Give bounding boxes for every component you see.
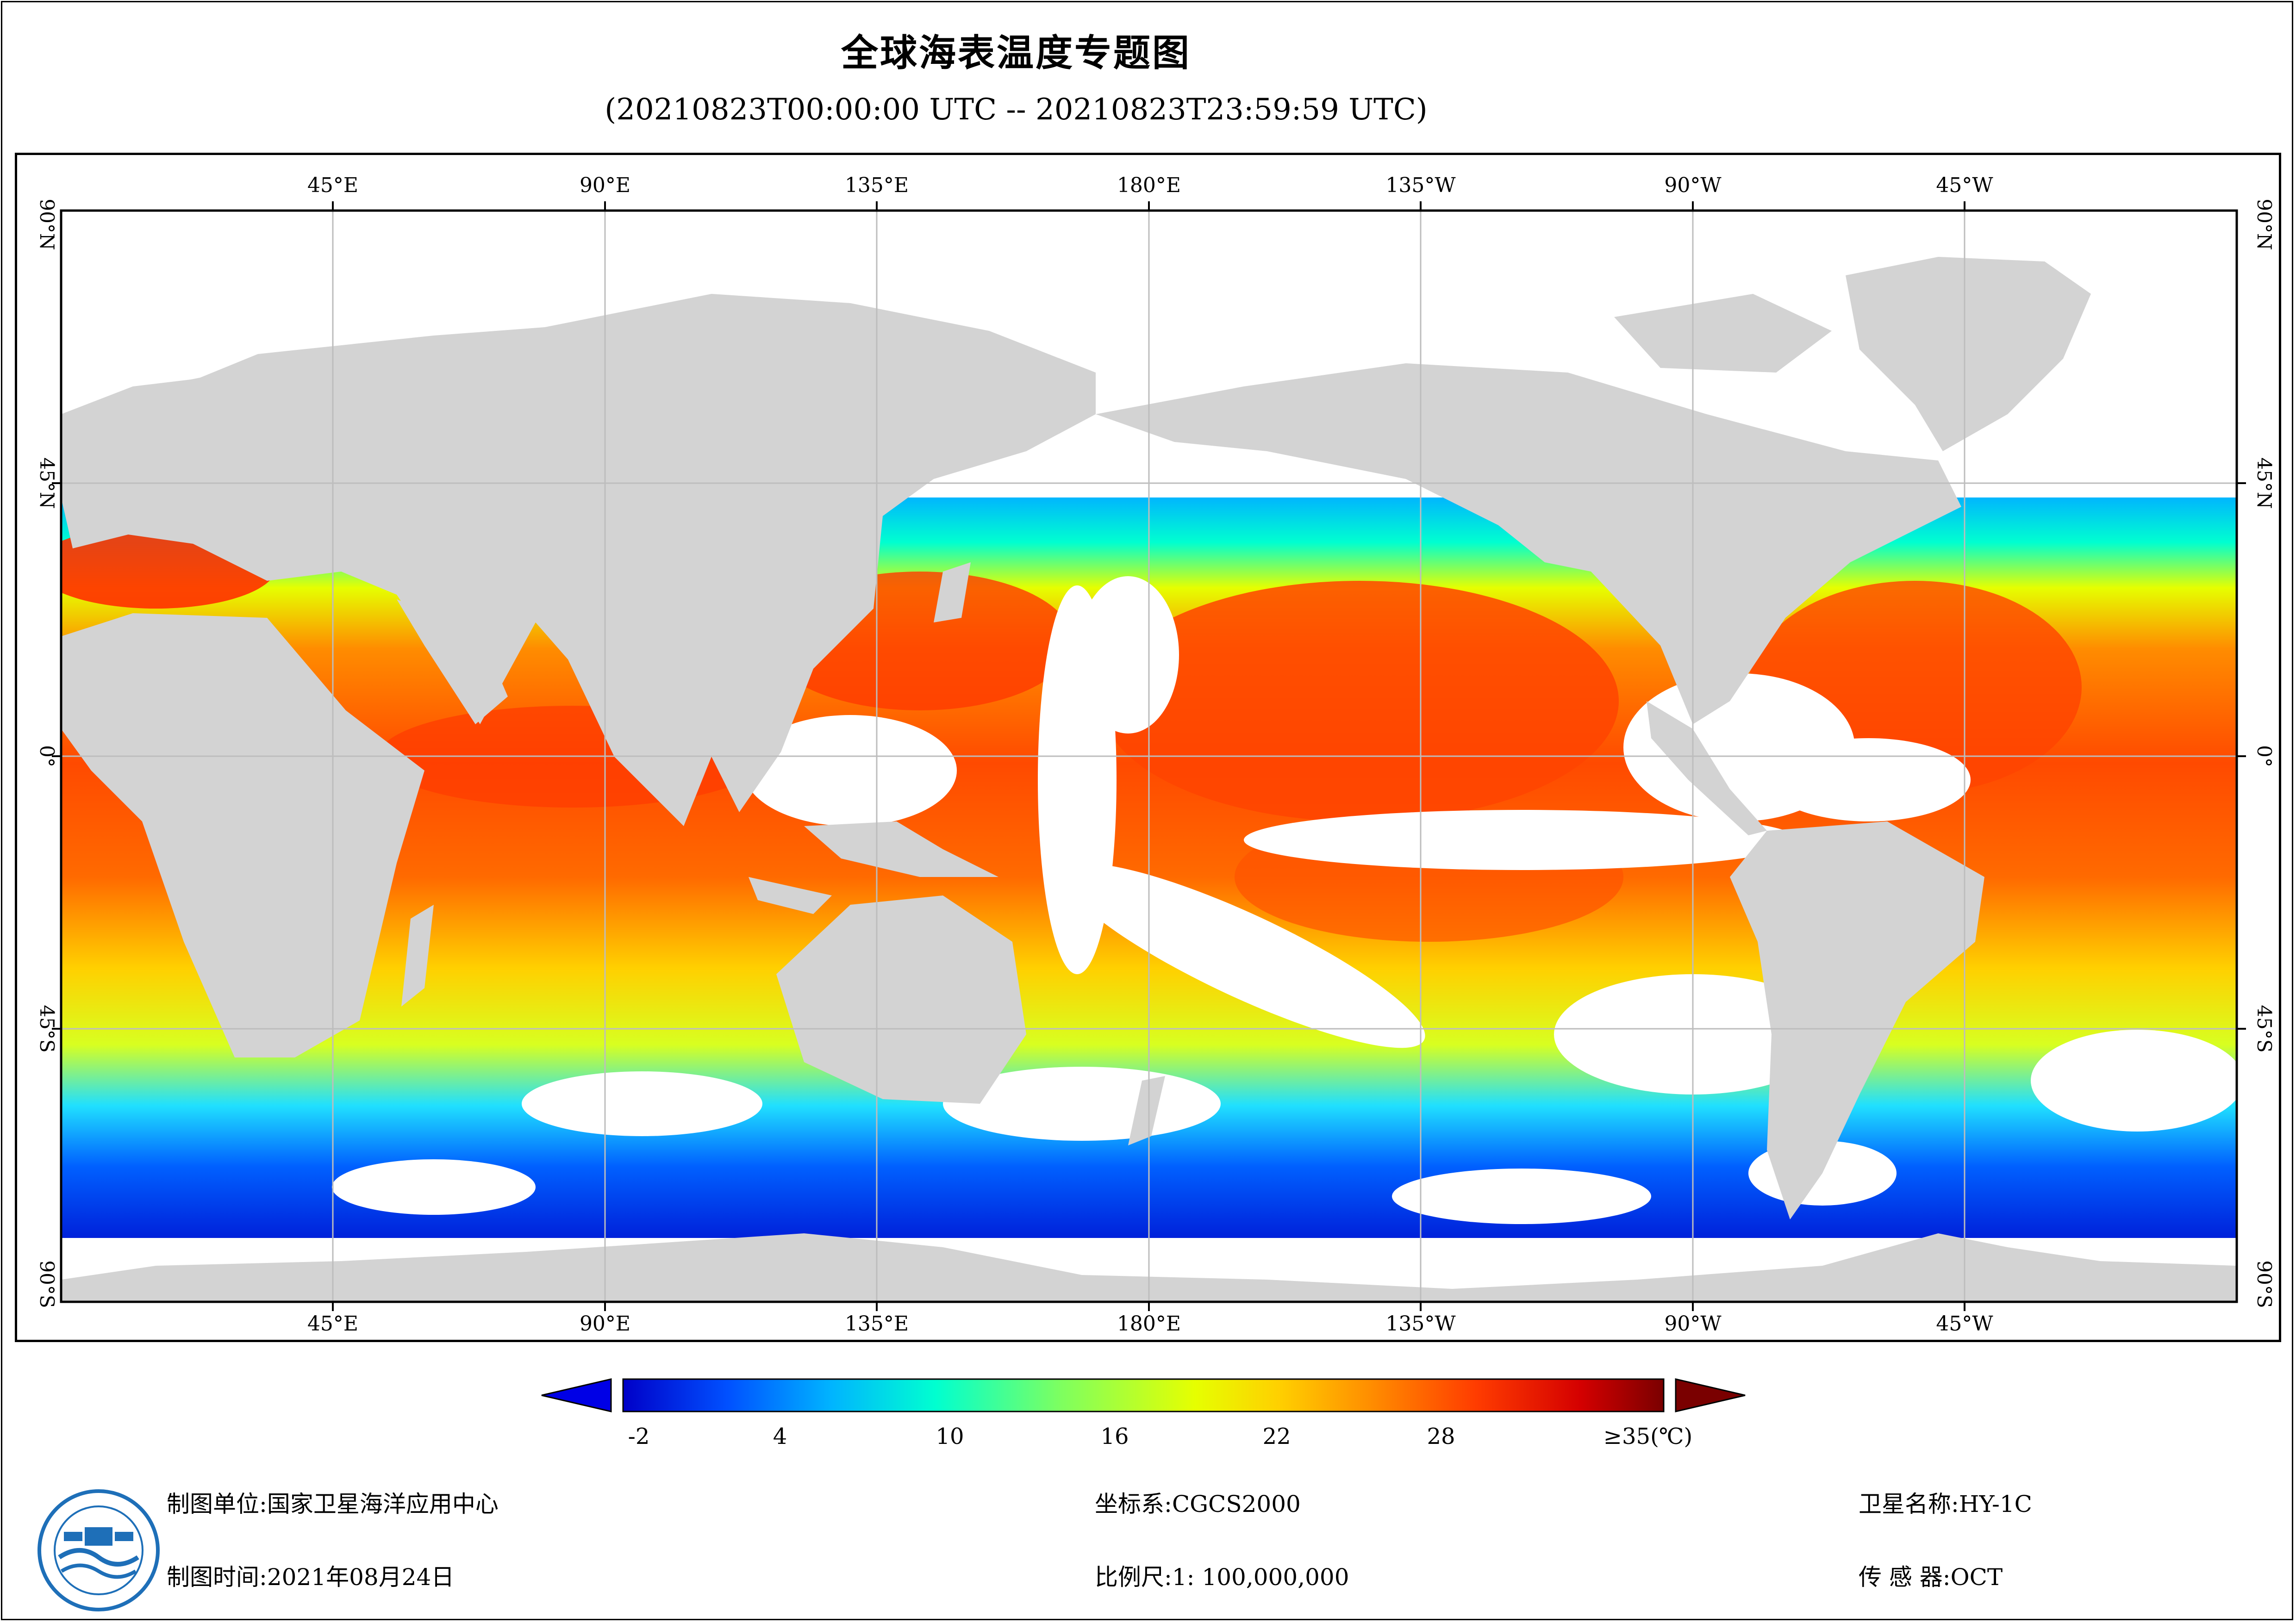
colorbar-tick-label: ≥35(℃): [1603, 1424, 1692, 1449]
lon-label-bottom: 45°W: [1936, 1312, 1993, 1336]
producer-value: 国家卫星海洋应用中心: [267, 1491, 499, 1517]
producer-label: 制图单位:: [167, 1491, 267, 1517]
lat-label-right: 0°: [2253, 745, 2276, 767]
sst-map: 45°E 90°E 135°E 180°E 135°W 90°W 45°W 45…: [36, 174, 2276, 1336]
no-data-patch-13: [1392, 1169, 1651, 1224]
no-data-swath-2: [1062, 863, 1425, 1048]
colorbar-max-arrow: [1675, 1378, 1746, 1412]
nsoas-logo: [37, 1489, 160, 1611]
lat-label-left: 90°S: [36, 1260, 58, 1308]
lon-label-bottom: 90°W: [1664, 1312, 1722, 1336]
colorbar-tick-label: 10: [936, 1424, 964, 1449]
lon-label-top: 135°E: [845, 174, 909, 197]
colorbar-tick-label: 22: [1262, 1424, 1291, 1449]
sensor-value: OCT: [1950, 1564, 2003, 1591]
sensor-info: 传 感 器:OCT: [1859, 1559, 2003, 1592]
lat-label-left: 0°: [36, 745, 58, 767]
colorbar-tick-label: 4: [773, 1424, 787, 1449]
no-data-swath-3: [1244, 810, 1799, 870]
graticule: [61, 211, 2237, 1302]
lat-label-left: 90°N: [36, 199, 58, 250]
warm-pool-north-pacific: [1100, 581, 1619, 821]
lon-label-top: 90°E: [580, 174, 630, 197]
lat-label-left: 45°N: [36, 457, 58, 509]
lat-label-left: 45°S: [36, 1005, 58, 1052]
lon-label-top: 90°W: [1664, 174, 1722, 197]
date-info: 制图时间:2021年08月24日: [167, 1559, 454, 1592]
lon-label-bottom: 45°E: [307, 1312, 358, 1336]
satellite-value: HY-1C: [1959, 1491, 2032, 1517]
lon-label-top: 135°W: [1385, 174, 1456, 197]
tick-marks: [52, 201, 2246, 1311]
colorbar: -2 4 10 16 22 28 ≥35(℃): [541, 1378, 1746, 1449]
no-data-patch-7: [1767, 738, 1971, 821]
date-label: 制图时间:: [167, 1564, 267, 1591]
satellite-info: 卫星名称:HY-1C: [1859, 1486, 2032, 1519]
lon-label-top: 45°E: [307, 174, 358, 197]
lon-label-top: 45°W: [1936, 174, 1993, 197]
lat-label-right: 45°S: [2253, 1005, 2276, 1052]
map-frame: 45°E 90°E 135°E 180°E 135°W 90°W 45°W 45…: [15, 153, 2281, 1342]
no-data-patch-9: [2031, 1030, 2237, 1132]
crs-label: 坐标系:: [1095, 1491, 1172, 1517]
lon-label-bottom: 135°E: [845, 1312, 909, 1336]
no-data-patch-6: [1077, 576, 1179, 734]
lat-label-right: 90°N: [2253, 199, 2276, 250]
no-data-patch-12: [332, 1159, 536, 1215]
satellite-label: 卫星名称:: [1859, 1491, 1959, 1517]
map-subtitle: (20210823T00:00:00 UTC -- 20210823T23:59…: [605, 93, 1428, 127]
colorbar-ramp: [622, 1378, 1665, 1412]
crs-value: CGCS2000: [1172, 1491, 1301, 1517]
map-title: 全球海表温度专题图: [841, 31, 1191, 75]
colorbar-tick-label: -2: [628, 1424, 650, 1449]
colorbar-min-arrow: [541, 1378, 612, 1412]
colorbar-tick-label: 16: [1100, 1424, 1129, 1449]
scale-info: 比例尺:1: 100,000,000: [1095, 1559, 1349, 1592]
lon-label-bottom: 180°E: [1117, 1312, 1181, 1336]
lon-label-bottom: 135°W: [1385, 1312, 1456, 1336]
sensor-label: 传 感 器:: [1859, 1564, 1951, 1591]
lon-label-bottom: 90°E: [580, 1312, 630, 1336]
scale-label: 比例尺:: [1095, 1564, 1172, 1591]
no-data-patch-5: [744, 715, 957, 826]
no-data-patch-10: [522, 1071, 762, 1136]
date-value: 2021年08月24日: [267, 1564, 455, 1591]
colorbar-tick-label: 28: [1427, 1424, 1455, 1449]
scale-value: 1: 100,000,000: [1172, 1564, 1349, 1591]
lon-label-top: 180°E: [1117, 174, 1181, 197]
lat-label-right: 45°N: [2253, 457, 2276, 509]
producer-info: 制图单位:国家卫星海洋应用中心: [167, 1486, 499, 1519]
crs-info: 坐标系:CGCS2000: [1095, 1486, 1301, 1519]
lat-label-right: 90°S: [2253, 1260, 2276, 1308]
